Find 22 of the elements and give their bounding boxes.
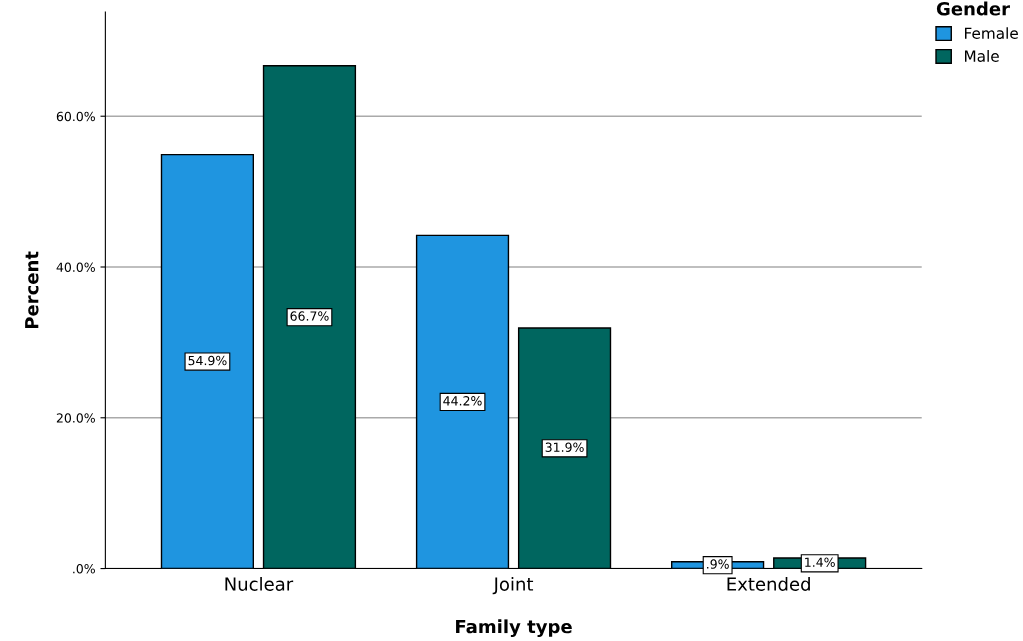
- bar: [160, 153, 255, 569]
- bar: [415, 234, 510, 569]
- legend-label: Male: [965, 50, 999, 62]
- y-tick-label: 20.0%: [56, 413, 95, 423]
- data-label: 31.9%: [545, 442, 584, 452]
- x-tick-label: Extended: [727, 576, 810, 591]
- data-label: 54.9%: [188, 355, 227, 366]
- y-tick-label: 40.0%: [56, 262, 95, 272]
- data-label: 66.7%: [290, 311, 329, 321]
- data-label: 1.4%: [805, 557, 835, 567]
- y-tick-label: .0%: [73, 564, 95, 574]
- data-label: 44.2%: [443, 396, 482, 406]
- legend-label: Female: [965, 27, 1018, 39]
- y-axis-title: Percent: [25, 251, 39, 329]
- x-tick-label: Joint: [492, 576, 534, 595]
- x-tick-label: Nuclear: [225, 576, 294, 591]
- y-tick-label: 60.0%: [56, 111, 95, 122]
- bar: [517, 327, 612, 569]
- legend-title: Gender: [936, 1, 1010, 16]
- x-axis-title: Family type: [456, 619, 572, 637]
- bar: [262, 65, 357, 569]
- data-label: .9%: [707, 559, 729, 569]
